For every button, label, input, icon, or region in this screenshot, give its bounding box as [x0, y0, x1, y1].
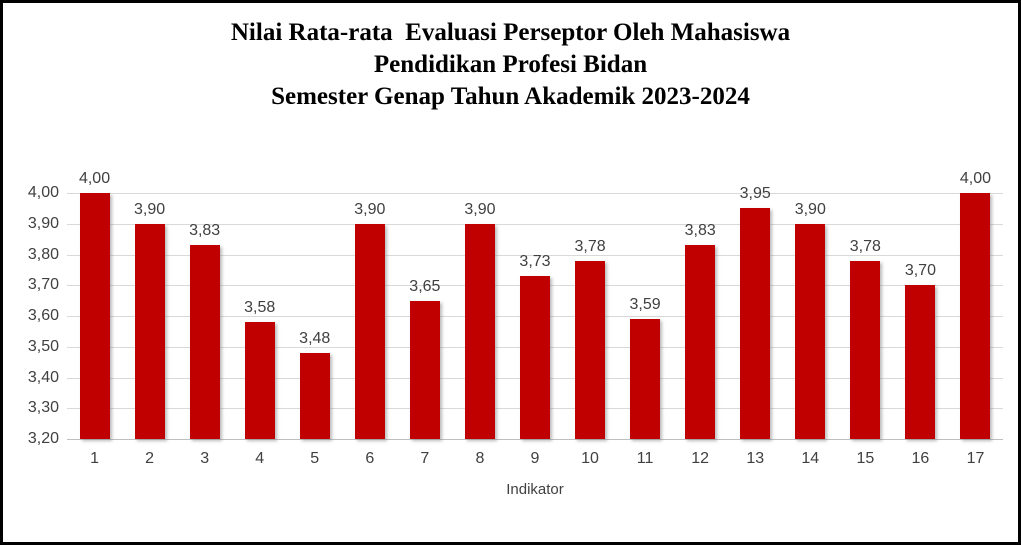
- y-tick-label: 3,40: [27, 368, 59, 386]
- bar-value-label: 3,90: [464, 200, 496, 218]
- x-tick-label: 6: [365, 450, 375, 467]
- y-tick-label: 3,80: [27, 245, 59, 263]
- y-tick-label: 3,60: [27, 307, 59, 324]
- x-tick-label: 7: [420, 450, 430, 467]
- x-tick-label: 17: [966, 450, 985, 467]
- gridline: [67, 223, 1003, 225]
- bar-value-label: 3,83: [684, 222, 716, 240]
- x-axis-title: Indikator: [506, 481, 564, 498]
- x-tick-label: 1: [90, 450, 99, 467]
- bar-indikator-8: [464, 223, 495, 439]
- bar-indikator-9: [520, 276, 550, 439]
- bar-value-label: 3,95: [739, 185, 771, 203]
- x-tick-label: 16: [911, 450, 930, 467]
- bar-value-label: 3,59: [629, 296, 661, 314]
- y-tick-label: 3,70: [27, 276, 59, 294]
- chart-title: Nilai Rata-rata Evaluasi Perseptor Oleh …: [3, 17, 1018, 113]
- bar-indikator-11: [630, 319, 661, 439]
- bar-value-label: 3,90: [794, 200, 826, 218]
- bar-indikator-2: [134, 223, 165, 439]
- bar-indikator-6: [354, 223, 385, 439]
- x-tick-label: 4: [255, 450, 265, 467]
- y-axis-labels: 3,20 3,30 3,40 3,50 3,60 3,70 3,80 3,90 4,00: [3, 185, 59, 447]
- bar-value-label: 3,90: [134, 200, 166, 218]
- chart-title-line-2: Pendidikan Profesi Bidan: [373, 51, 648, 78]
- x-tick-label: 3: [200, 450, 210, 467]
- y-tick-label: 4,00: [27, 184, 59, 201]
- bar-indikator-4: [244, 322, 275, 439]
- bar-value-label: 3,78: [849, 237, 881, 255]
- y-tick-label: 3,90: [27, 214, 59, 232]
- x-tick-label: 2: [145, 450, 155, 467]
- x-tick-label: 14: [801, 450, 820, 467]
- bar-value-label: 3,65: [409, 277, 441, 295]
- bar-value-label: 3,78: [574, 237, 606, 255]
- bar-value-label: 4,00: [959, 170, 992, 187]
- bar-indikator-16: [905, 285, 936, 439]
- bar-value-label: 3,48: [299, 329, 331, 347]
- bar-value-label: 3,83: [189, 222, 221, 240]
- plot-area: 4,00 3,90 3,83 3,58 3,48 3,90 3,65 3,90 3,73 3,78…: [67, 171, 1003, 440]
- bar-value-label: 4,00: [78, 170, 111, 187]
- bar-value-label: 3,90: [354, 200, 386, 218]
- x-tick-label: 13: [746, 450, 765, 467]
- bar-indikator-10: [575, 260, 606, 439]
- bar-value-label: 3,70: [904, 262, 936, 280]
- bar-indikator-13: [740, 208, 771, 439]
- bar-indikator-1: [79, 193, 110, 439]
- x-tick-label: 11: [636, 450, 654, 467]
- bar-indikator-12: [685, 245, 716, 439]
- x-tick-label: 5: [310, 450, 320, 467]
- x-tick-label: 9: [530, 450, 540, 467]
- bar-indikator-17: [960, 193, 991, 439]
- bar-value-label: 3,58: [244, 299, 276, 317]
- y-tick-label: 3,50: [27, 337, 59, 355]
- bar-indikator-5: [299, 352, 330, 439]
- x-tick-label: 15: [856, 450, 875, 467]
- y-tick-label: 3,20: [27, 430, 59, 447]
- x-axis-labels: 1 2 3 4 5 6 7 8 9 10 11 12 13 14 15 16 17: [67, 451, 1003, 471]
- chart-title-line-1: Nilai Rata-rata Evaluasi Perseptor Oleh …: [230, 19, 791, 46]
- bar-value-label: 3,73: [519, 253, 551, 271]
- chart-title-line-3: Semester Genap Tahun Akademik 2023-2024: [271, 83, 750, 110]
- bar-indikator-3: [189, 245, 220, 439]
- x-tick-label: 10: [581, 450, 599, 467]
- bar-indikator-14: [795, 223, 826, 439]
- bar-indikator-15: [850, 260, 881, 439]
- gridline: [67, 193, 1003, 194]
- x-axis-line: [67, 439, 1003, 440]
- y-tick-label: 3,30: [27, 399, 59, 417]
- x-tick-label: 8: [475, 450, 485, 467]
- x-tick-label: 12: [691, 450, 710, 467]
- gridline: [67, 254, 1003, 256]
- bar-indikator-7: [409, 300, 440, 439]
